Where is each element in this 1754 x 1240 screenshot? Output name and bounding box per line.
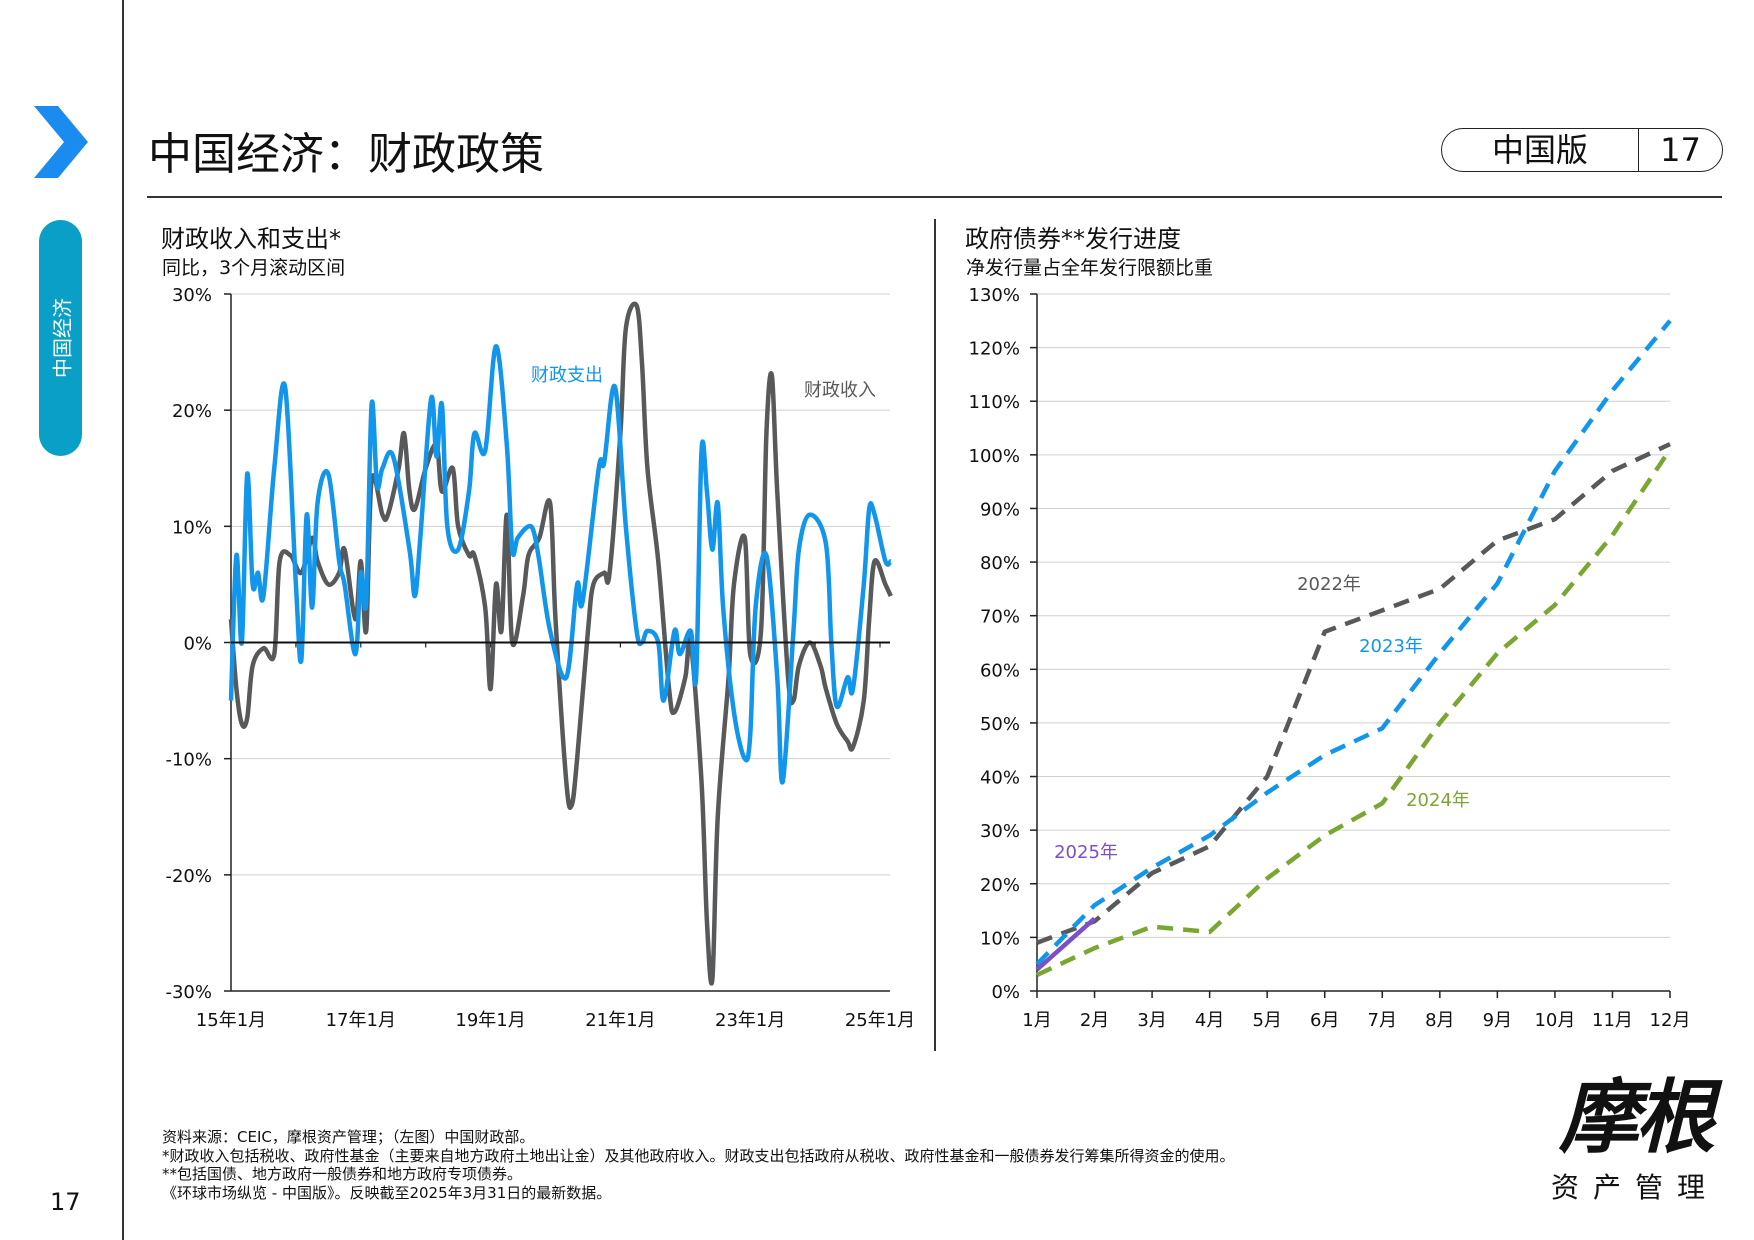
section-tab[interactable]: 中国经济 <box>39 220 82 456</box>
footnotes: 资料来源：CEIC，摩根资产管理；（左图）中国财政部。 *财政收入包括税收、政府… <box>162 1128 1235 1202</box>
jpmorgan-logo: 摩根 资产管理 <box>1545 1072 1725 1206</box>
y-tick-label: -30% <box>165 982 212 1003</box>
y-tick-label: 50% <box>980 714 1020 735</box>
series-label-2022: 2022年 <box>1297 574 1361 595</box>
footnote-source: 资料来源：CEIC，摩根资产管理；（左图）中国财政部。 <box>162 1128 535 1146</box>
title-rule <box>147 196 1722 198</box>
y-tick-label: 0% <box>183 634 212 655</box>
y-tick-label: 30% <box>980 821 1020 842</box>
y-tick-label: 130% <box>969 285 1020 306</box>
y-tick-label: 10% <box>980 928 1020 949</box>
series-line-2022 <box>1036 442 1671 945</box>
y-tick-label: 0% <box>991 982 1020 1003</box>
x-tick-label: 6月 <box>1310 1010 1339 1031</box>
legend-label-expenditure: 财政支出 <box>531 365 603 386</box>
footnote-bonds: **包括国债、地方政府一般债券和地方政府专项债券。 <box>162 1165 523 1183</box>
x-tick-label: 1月 <box>1022 1010 1051 1031</box>
y-tick-label: 110% <box>969 392 1020 413</box>
x-tick-label: 25年1月 <box>845 1010 915 1031</box>
footnote-fiscal: *财政收入包括税收、政府性基金（主要来自地方政府土地出让金）及其他政府收入。财政… <box>162 1146 1235 1165</box>
y-tick-label: 90% <box>980 499 1020 520</box>
y-tick-label: 100% <box>969 446 1020 467</box>
x-tick-label: 15年1月 <box>196 1010 266 1031</box>
x-tick-label: 8月 <box>1425 1010 1454 1031</box>
footnote-data-date: 《环球市场纵览 - 中国版》。反映截至2025年3月31日的最新数据。 <box>162 1183 612 1202</box>
edition-badge: 中国版 17 <box>1441 128 1723 172</box>
chevron-icon <box>34 106 88 178</box>
x-tick-label: 9月 <box>1483 1010 1512 1031</box>
x-tick-label: 23年1月 <box>715 1010 785 1031</box>
series-line-2024 <box>1036 448 1672 977</box>
left-chart-subtitle: 同比，3个月滚动区间 <box>162 257 346 279</box>
edition-label: 中国版 <box>1442 129 1639 171</box>
y-tick-label: 60% <box>980 660 1020 681</box>
page-title: 中国经济：财政政策 <box>148 129 544 180</box>
x-tick-label: 5月 <box>1252 1010 1281 1031</box>
y-tick-label: 30% <box>172 285 212 306</box>
x-tick-label: 21年1月 <box>585 1010 655 1031</box>
series-label-2023: 2023年 <box>1359 636 1423 657</box>
y-tick-label: 40% <box>980 768 1020 789</box>
logo-main: 摩根 <box>1559 1070 1715 1164</box>
y-tick-label: 80% <box>980 553 1020 574</box>
y-tick-label: -10% <box>165 750 212 771</box>
right-chart-subtitle: 净发行量占全年发行限额比重 <box>966 257 1214 279</box>
series-label-2024: 2024年 <box>1406 790 1470 811</box>
x-tick-label: 2月 <box>1080 1010 1109 1031</box>
series-line-2023 <box>1035 319 1672 966</box>
y-tick-label: 120% <box>969 339 1020 360</box>
x-tick-label: 3月 <box>1137 1010 1166 1031</box>
y-tick-label: 20% <box>980 875 1020 896</box>
right-chart-title: 政府债券**发行进度 <box>965 225 1181 253</box>
chart-divider <box>934 219 936 1051</box>
y-tick-label: 20% <box>172 401 212 422</box>
y-tick-label: 10% <box>172 517 212 538</box>
page-number: 17 <box>50 1188 81 1216</box>
badge-page-number: 17 <box>1660 131 1701 169</box>
y-tick-label: 70% <box>980 607 1020 628</box>
series-line-expenditure <box>228 344 894 785</box>
left-margin-line <box>122 0 124 1240</box>
x-tick-label: 17年1月 <box>326 1010 396 1031</box>
x-tick-label: 19年1月 <box>455 1010 525 1031</box>
legend-label-revenue: 财政收入 <box>804 380 876 401</box>
x-tick-label: 10月 <box>1534 1010 1575 1031</box>
x-tick-label: 4月 <box>1195 1010 1224 1031</box>
left-chart-title: 财政收入和支出* <box>161 225 341 253</box>
x-tick-label: 11月 <box>1592 1010 1633 1031</box>
x-tick-label: 12月 <box>1650 1010 1691 1031</box>
series-line-2025 <box>1035 916 1097 972</box>
y-tick-label: -20% <box>165 866 212 887</box>
x-tick-label: 7月 <box>1368 1010 1397 1031</box>
series-label-2025: 2025年 <box>1054 842 1118 863</box>
logo-sub: 资产管理 <box>1550 1171 1719 1204</box>
